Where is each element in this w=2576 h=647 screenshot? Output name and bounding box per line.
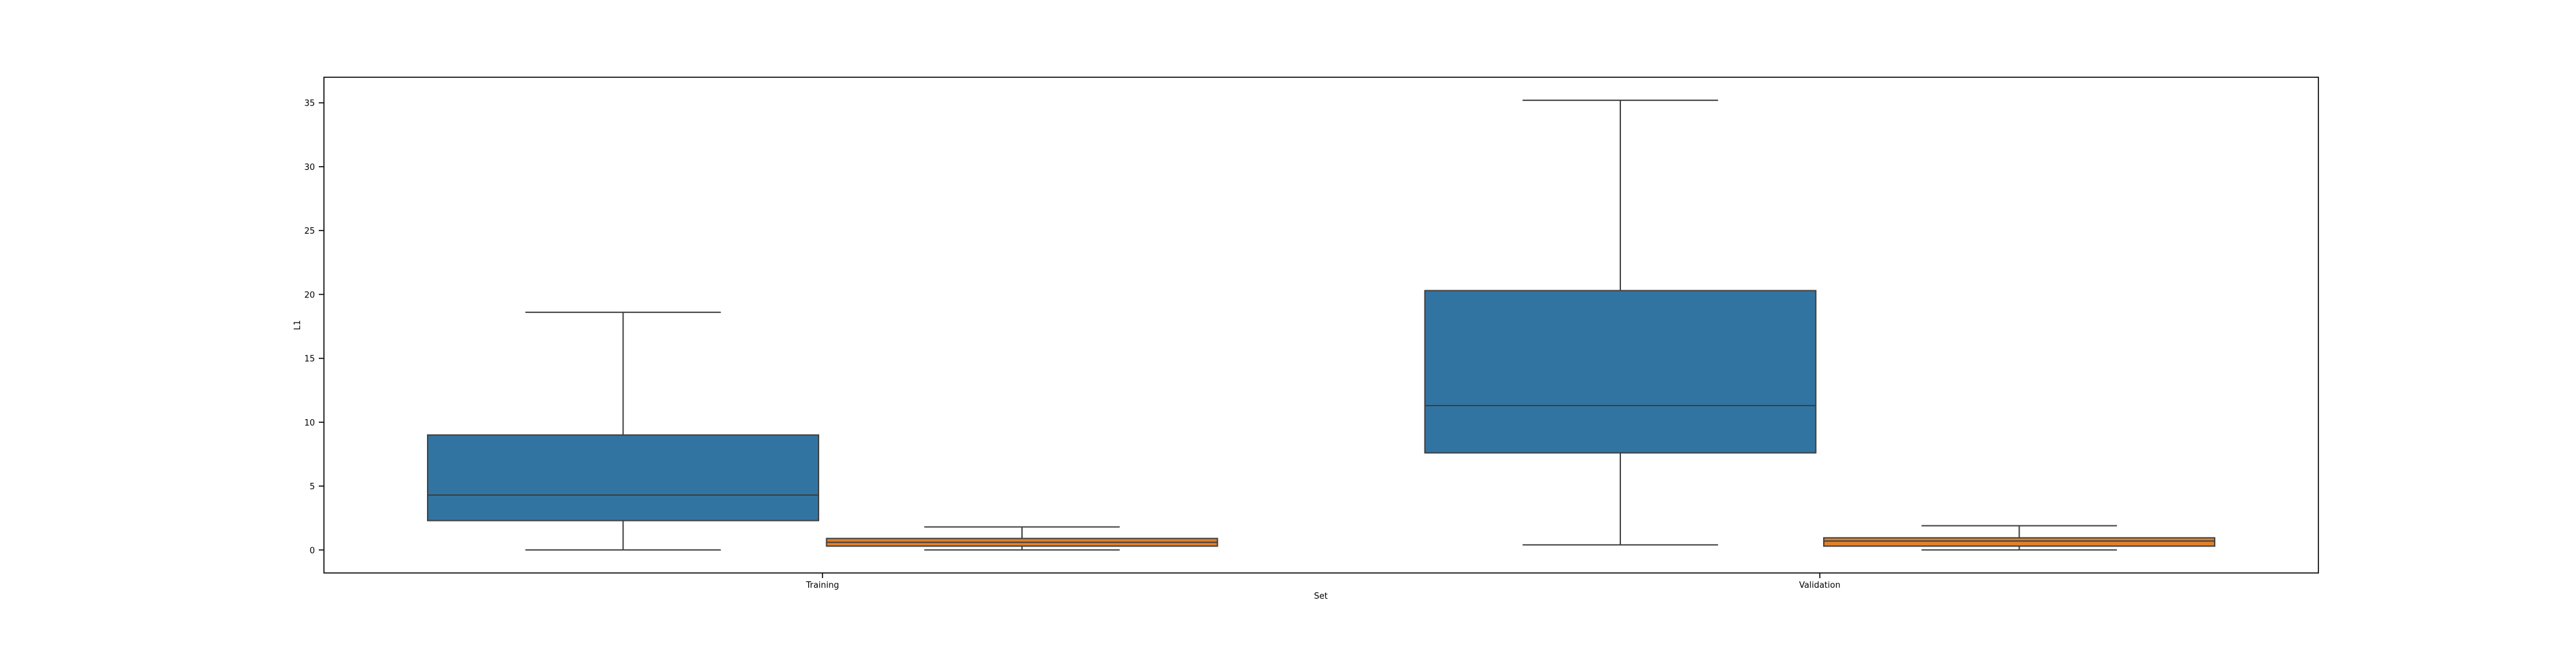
y-tick-label: 20: [304, 290, 315, 300]
plot-layer: [427, 99, 2215, 551]
y-tick-label: 5: [310, 482, 315, 492]
y-tick-label: 25: [304, 227, 315, 236]
x-tick-label: Training: [806, 581, 839, 590]
y-axis: 0 5 10 15 20 25 30 35: [304, 99, 324, 556]
plot-frame: [323, 77, 2319, 574]
y-tick-label: 0: [310, 546, 315, 556]
box-series-2-validation: [1823, 537, 2215, 547]
y-tick-label: 30: [304, 163, 315, 173]
y-tick-label: 15: [304, 355, 315, 364]
x-tick-label: Validation: [1799, 581, 1841, 590]
box-series-1-training: [427, 434, 820, 521]
y-tick-label: 35: [304, 99, 315, 109]
y-tick-label: 10: [304, 418, 315, 428]
y-axis-label: L1: [293, 320, 303, 330]
x-axis-label: Set: [1314, 592, 1327, 601]
x-axis: Training Validation: [806, 573, 1841, 590]
box-series-1-validation: [1424, 290, 1817, 454]
